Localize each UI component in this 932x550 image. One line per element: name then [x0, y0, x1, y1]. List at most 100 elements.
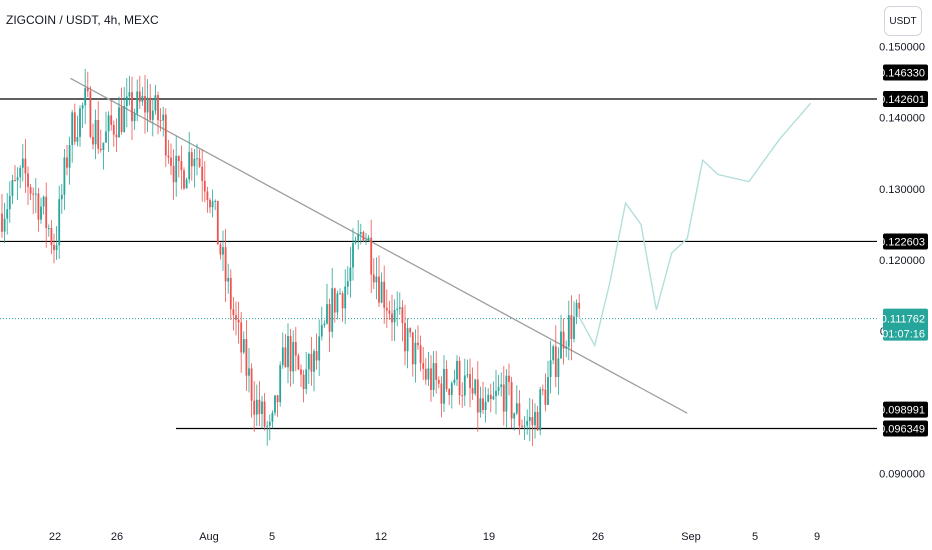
- candle-body: [196, 158, 198, 160]
- candle-body: [289, 336, 292, 372]
- candle-body: [27, 173, 29, 188]
- candle-body: [222, 247, 224, 255]
- candle-body: [219, 244, 222, 255]
- axes: 2226Aug5121926Sep590.1600000.1500000.140…: [49, 41, 925, 543]
- candle-body: [307, 353, 310, 370]
- candle-body: [458, 360, 461, 396]
- candle-body: [554, 346, 557, 378]
- price-tag-0.122603: 0.122603: [879, 236, 925, 248]
- candle-body: [557, 358, 560, 378]
- y-tick-label: 0.150000: [879, 41, 925, 53]
- candle-body: [339, 293, 341, 295]
- candle-body: [417, 342, 419, 346]
- candle-body: [435, 363, 438, 380]
- candle-body: [487, 394, 490, 402]
- candle-body: [214, 200, 217, 202]
- candle-body: [505, 375, 508, 412]
- candle-body: [6, 209, 9, 219]
- x-tick-label: 12: [375, 531, 387, 543]
- candle-body: [45, 196, 48, 229]
- candle-body: [235, 315, 237, 320]
- candle-body: [71, 112, 74, 146]
- x-tick-label: 9: [814, 531, 820, 543]
- candle-body: [526, 420, 529, 426]
- candle-body: [396, 308, 399, 311]
- candle-body: [105, 131, 107, 143]
- candle-body: [414, 342, 417, 365]
- candle-body: [323, 323, 326, 326]
- candle-body: [450, 383, 453, 395]
- candle-body: [146, 97, 149, 113]
- candle-body: [440, 383, 443, 404]
- candle-body: [177, 155, 180, 162]
- candle-body: [21, 158, 24, 168]
- candle-body: [255, 399, 258, 415]
- candle-body: [489, 394, 492, 400]
- candle-body: [528, 417, 531, 421]
- candle-body: [437, 379, 440, 384]
- candle-body: [404, 322, 406, 352]
- candle-body: [469, 374, 471, 389]
- candle-body: [141, 96, 144, 102]
- candle-body: [320, 325, 323, 337]
- candle-body: [544, 389, 547, 405]
- candle-body: [565, 346, 568, 349]
- candle-body: [502, 384, 505, 412]
- candle-body: [66, 157, 68, 168]
- candle-body: [180, 161, 183, 171]
- candle-body: [424, 368, 427, 380]
- price-tag-0.098991-bg: [883, 401, 928, 418]
- candle-body: [211, 201, 214, 208]
- candle-body: [274, 395, 276, 413]
- trendline-layer: [70, 77, 688, 414]
- x-tick-label: 22: [49, 531, 61, 543]
- candle-body: [32, 193, 35, 195]
- candle-body: [531, 417, 534, 426]
- candle-body: [190, 152, 193, 167]
- candle-body: [378, 276, 380, 303]
- y-tick-label: 0.140000: [879, 113, 925, 125]
- candle-body: [430, 368, 432, 390]
- price-tag-0.142601-bg: [883, 91, 928, 108]
- candle-body: [578, 302, 581, 309]
- candle-body: [562, 331, 565, 349]
- candle-body: [97, 120, 100, 149]
- candle-body: [398, 307, 401, 309]
- candle-body: [328, 304, 331, 332]
- candle-body: [37, 193, 40, 220]
- candle-body: [391, 313, 393, 323]
- price-tag-0.096349: 0.096349: [879, 423, 925, 435]
- candle-body: [445, 368, 448, 390]
- candle-body: [24, 158, 27, 174]
- projection-layer: [578, 102, 812, 348]
- y-tick-label: 0.120000: [879, 255, 925, 267]
- candle-body: [201, 166, 204, 181]
- candle-body: [102, 142, 105, 151]
- candle-body: [76, 136, 79, 142]
- candle-body: [518, 403, 521, 426]
- candle-body: [453, 379, 456, 384]
- candle-body: [297, 355, 300, 370]
- candle-body: [159, 120, 162, 122]
- current-price-tag-bg: [883, 308, 928, 341]
- projection-path: [578, 102, 812, 348]
- candle-body: [341, 293, 344, 309]
- candle-body: [240, 322, 243, 353]
- candle-body: [53, 245, 55, 251]
- candle-body: [294, 341, 297, 356]
- candle-body: [567, 315, 570, 347]
- candle-body: [279, 365, 282, 403]
- candle-body: [42, 196, 45, 207]
- candle-body: [271, 412, 274, 422]
- candle-body: [154, 95, 157, 111]
- candle-body: [482, 398, 484, 411]
- y-tick-label: 0.090000: [879, 469, 925, 481]
- currency-button[interactable]: USDT: [884, 6, 922, 36]
- candle-body: [534, 411, 536, 426]
- candle-body: [552, 346, 555, 361]
- candle-body: [60, 194, 63, 200]
- candle-body: [112, 124, 115, 135]
- candle-body: [539, 389, 542, 431]
- candle-body: [333, 288, 336, 313]
